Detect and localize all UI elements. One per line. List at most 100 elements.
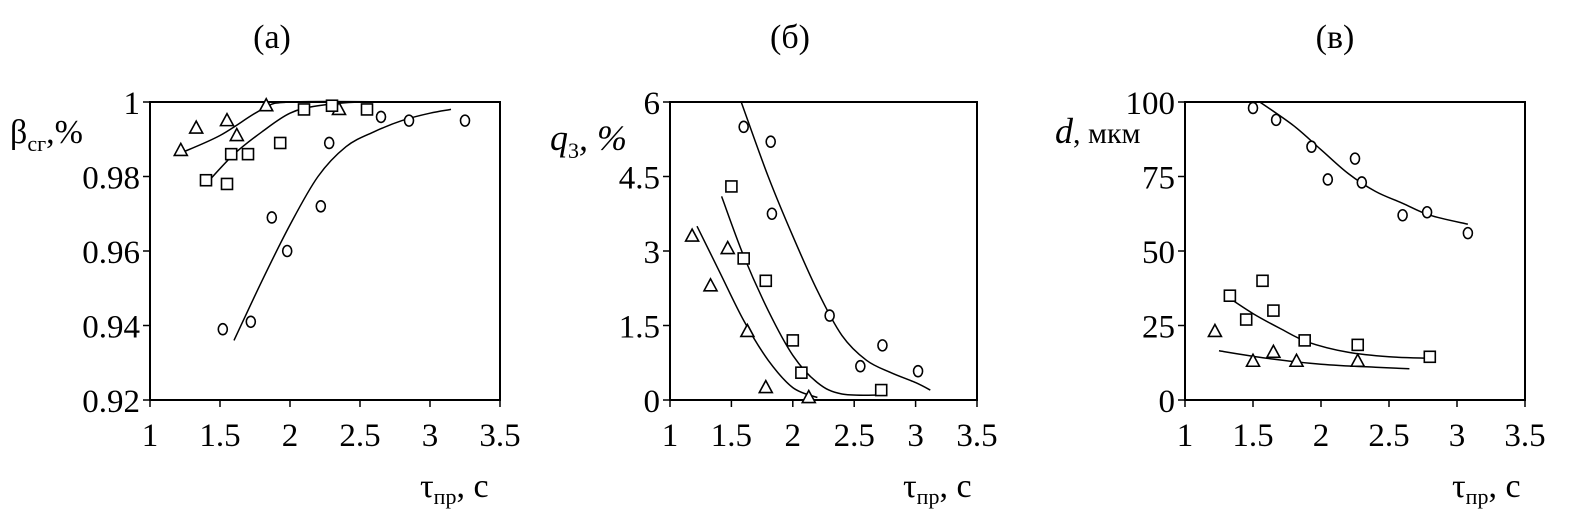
data-point-circle (1462, 226, 1474, 240)
x-tick-label: 1 (1177, 418, 1194, 454)
y-tick-label: 4.5 (619, 161, 660, 197)
data-point-triangle (188, 119, 205, 134)
data-point-circle (245, 315, 257, 329)
data-point-square (360, 103, 374, 116)
y-axis-label: d, мкм (1055, 111, 1141, 151)
data-point-square (1351, 338, 1365, 352)
data-point-square (1239, 313, 1253, 326)
data-point-square (1256, 274, 1269, 288)
data-point-triangle (800, 388, 817, 404)
data-point-circle (738, 120, 749, 134)
data-point-square (1267, 304, 1280, 317)
data-point-square (874, 383, 888, 397)
data-point-circle (855, 359, 866, 373)
data-point-circle (459, 114, 471, 127)
data-point-circle (375, 110, 387, 124)
data-point-triangle (719, 239, 736, 255)
chart-title: (б) (770, 19, 810, 56)
data-point-square (224, 147, 238, 161)
data-point-triangle (702, 277, 719, 292)
data-point-circle (877, 339, 888, 352)
x-tick-label: 1.5 (711, 418, 752, 454)
y-tick-label: 0.96 (82, 235, 140, 271)
data-point-square (241, 147, 255, 161)
data-point-circle (1349, 152, 1361, 165)
y-tick-label: 0.94 (82, 310, 140, 346)
data-point-circle (824, 309, 835, 322)
series-circle (217, 108, 471, 341)
data-point-triangle (1349, 352, 1366, 368)
data-point-square (1223, 289, 1237, 303)
data-point-square (786, 334, 800, 347)
data-point-square (795, 366, 808, 379)
chart-title: (в) (1316, 19, 1355, 56)
data-point-triangle (228, 126, 245, 142)
series-square (1223, 274, 1437, 364)
data-point-circle (766, 207, 778, 221)
x-tick-label: 2.5 (339, 418, 380, 454)
data-point-square (273, 136, 287, 150)
fit-curve (1225, 295, 1430, 360)
data-point-circle (281, 244, 293, 258)
x-tick-label: 1.5 (1232, 418, 1273, 454)
x-tick-label: 2.5 (1368, 418, 1409, 454)
y-tick-label: 0.98 (82, 161, 140, 197)
y-tick-label: 6 (644, 86, 661, 122)
x-axis-label: τпр, с (903, 468, 972, 509)
data-point-circle (323, 136, 335, 150)
series-square (720, 180, 888, 397)
fit-curve (1218, 350, 1410, 370)
data-point-circle (1421, 205, 1433, 219)
y-tick-label: 1 (124, 86, 141, 122)
data-point-circle (765, 135, 776, 149)
data-point-triangle (172, 141, 189, 157)
data-point-triangle (684, 227, 700, 242)
fit-curve (1259, 101, 1469, 225)
y-tick-label: 100 (1126, 86, 1176, 122)
data-point-triangle (1245, 352, 1261, 368)
data-point-square (325, 99, 339, 113)
y-tick-label: 75 (1142, 161, 1175, 197)
data-point-circle (1247, 101, 1259, 115)
x-axis-label: τпр, с (420, 468, 489, 509)
series-square (199, 99, 417, 191)
fit-curve (233, 108, 452, 341)
data-point-square (759, 274, 773, 288)
x-tick-label: 3.5 (1504, 418, 1545, 454)
x-axis-label: τпр, с (1452, 468, 1521, 509)
data-point-triangle (757, 378, 774, 394)
y-tick-label: 0 (644, 384, 661, 420)
data-point-circle (1306, 140, 1317, 153)
y-tick-label: 25 (1142, 310, 1175, 346)
plot-frame (669, 101, 978, 401)
data-point-circle (1270, 113, 1282, 127)
data-point-square (220, 177, 234, 191)
x-tick-label: 1 (662, 418, 679, 454)
chart-panel-1: (а) 1 1.5 2 2.5 3 3.5 0.92 0.94 0.96 0.98 1 τпр, с βс… (10, 19, 521, 509)
data-point-triangle (1207, 322, 1223, 338)
data-point-triangle (1288, 352, 1305, 368)
data-point-circle (217, 322, 229, 336)
data-point-triangle (258, 97, 275, 112)
data-point-circle (1322, 173, 1334, 186)
x-tick-label: 2 (282, 418, 299, 454)
y-axis-label: q3, % (550, 118, 627, 163)
chart-title: (а) (253, 19, 291, 56)
fit-curve (696, 225, 818, 399)
series-triangle (684, 225, 818, 404)
y-tick-label: 1.5 (619, 310, 660, 346)
data-point-square (725, 180, 738, 193)
data-point-square (297, 103, 311, 116)
y-tick-label: 50 (1142, 235, 1175, 271)
x-tick-label: 2 (785, 418, 802, 454)
plot-frame (1184, 101, 1526, 401)
data-point-circle (912, 364, 924, 378)
y-tick-label: 3 (644, 235, 661, 271)
x-tick-label: 3 (907, 418, 924, 454)
x-tick-label: 1 (142, 418, 159, 454)
x-tick-label: 1.5 (199, 418, 240, 454)
data-point-square (737, 252, 750, 265)
chart-panel-3: (в) 1 1.5 2 2.5 3 3.5 0 25 50 75 100 τпр, с d, мкм (1055, 19, 1546, 509)
data-point-triangle (1265, 343, 1282, 359)
